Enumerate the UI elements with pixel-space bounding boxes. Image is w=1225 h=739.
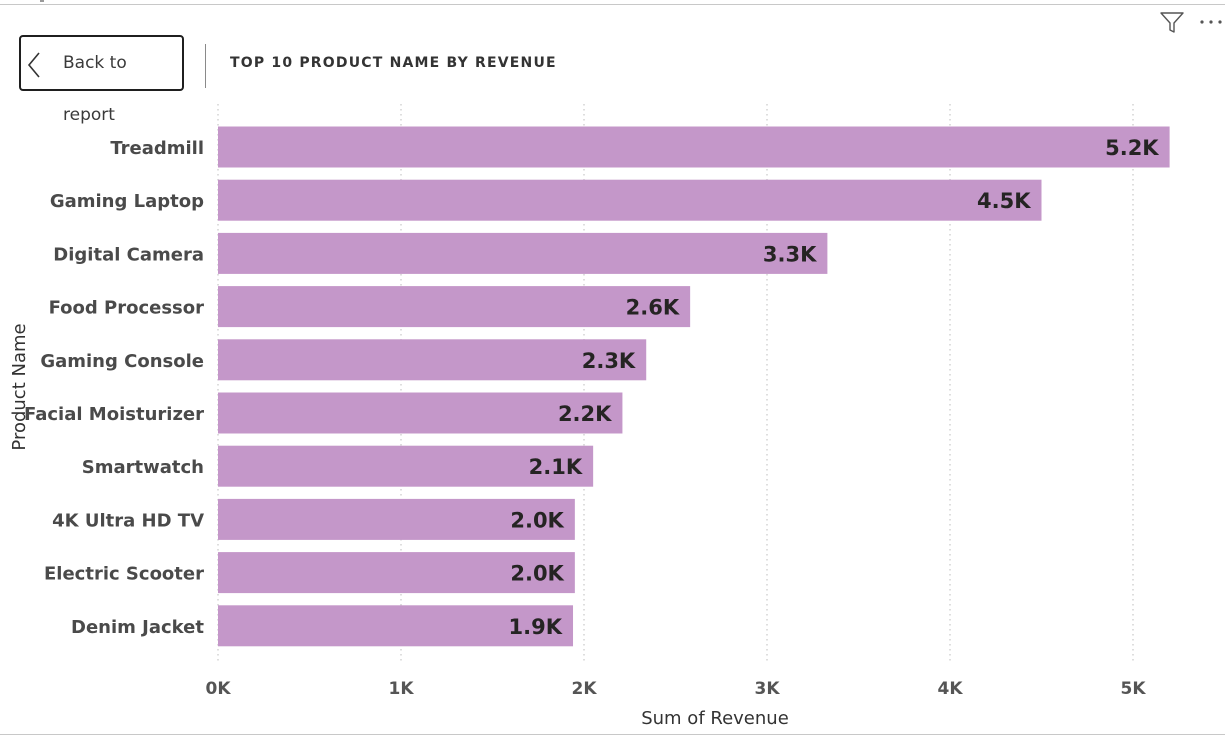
bar[interactable]: [218, 286, 691, 328]
frame-top-border: [0, 4, 1225, 5]
bar-group[interactable]: Gaming Laptop 4.5K: [50, 179, 1042, 221]
category-label: Facial Moisturizer: [24, 404, 204, 425]
frame-corner-mark: [40, 0, 44, 2]
x-tick-label: 2K: [571, 679, 597, 699]
back-button-label: Back to report: [63, 53, 127, 125]
data-label: 2.2K: [558, 402, 612, 426]
data-label: 2.1K: [529, 455, 583, 479]
category-label: Electric Scooter: [44, 564, 204, 585]
filter-icon[interactable]: [1160, 12, 1184, 34]
x-tick-label: 3K: [754, 679, 780, 699]
category-label: Gaming Console: [40, 351, 204, 372]
category-label: Food Processor: [49, 298, 205, 319]
data-label: 5.2K: [1105, 136, 1159, 160]
visual-title: TOP 10 PRODUCT NAME BY REVENUE: [230, 55, 557, 71]
category-label: Treadmill: [110, 138, 204, 159]
data-label: 2.6K: [626, 296, 680, 320]
bar[interactable]: [218, 605, 574, 647]
bar-group[interactable]: Treadmill 5.2K: [110, 126, 1170, 168]
bar-group[interactable]: 4K Ultra HD TV 2.0K: [52, 498, 575, 540]
bar[interactable]: [218, 445, 594, 487]
frame-bottom-border: [0, 734, 1225, 735]
x-tick-label: 4K: [937, 679, 963, 699]
data-label: 4.5K: [977, 189, 1031, 213]
category-label: Digital Camera: [53, 244, 204, 265]
bar[interactable]: [218, 552, 575, 594]
chevron-left-icon: [27, 52, 40, 78]
data-label: 1.9K: [509, 615, 563, 639]
category-label: 4K Ultra HD TV: [52, 510, 204, 531]
bar-group[interactable]: Gaming Console 2.3K: [40, 339, 647, 381]
bar[interactable]: [218, 498, 575, 540]
more-options-icon[interactable]: [1198, 12, 1224, 32]
bar[interactable]: [218, 339, 647, 381]
bar-group[interactable]: Denim Jacket 1.9K: [71, 605, 574, 647]
y-axis-title: Product Name: [9, 323, 30, 450]
x-axis-title: Sum of Revenue: [641, 708, 789, 729]
back-to-report-button[interactable]: Back to report: [19, 35, 184, 125]
data-label: 2.3K: [582, 349, 636, 373]
bar-group[interactable]: Digital Camera 3.3K: [53, 232, 828, 274]
x-tick-label: 5K: [1120, 679, 1146, 699]
bar-group[interactable]: Facial Moisturizer 2.2K: [24, 392, 623, 434]
x-tick-label: 1K: [388, 679, 414, 699]
data-label: 2.0K: [510, 562, 564, 586]
bar[interactable]: [218, 179, 1042, 221]
bar-group[interactable]: Food Processor 2.6K: [49, 286, 691, 328]
x-tick-label: 0K: [205, 679, 231, 699]
header-divider: [205, 44, 206, 88]
bar[interactable]: [218, 392, 623, 434]
bar-group[interactable]: Smartwatch 2.1K: [82, 445, 594, 487]
bar[interactable]: [218, 126, 1170, 168]
category-label: Denim Jacket: [71, 617, 204, 638]
category-label: Gaming Laptop: [50, 191, 204, 212]
category-label: Smartwatch: [82, 457, 204, 478]
bar-group[interactable]: Electric Scooter 2.0K: [44, 552, 575, 594]
data-label: 3.3K: [763, 242, 817, 266]
data-label: 2.0K: [510, 508, 564, 532]
bar[interactable]: [218, 232, 828, 274]
